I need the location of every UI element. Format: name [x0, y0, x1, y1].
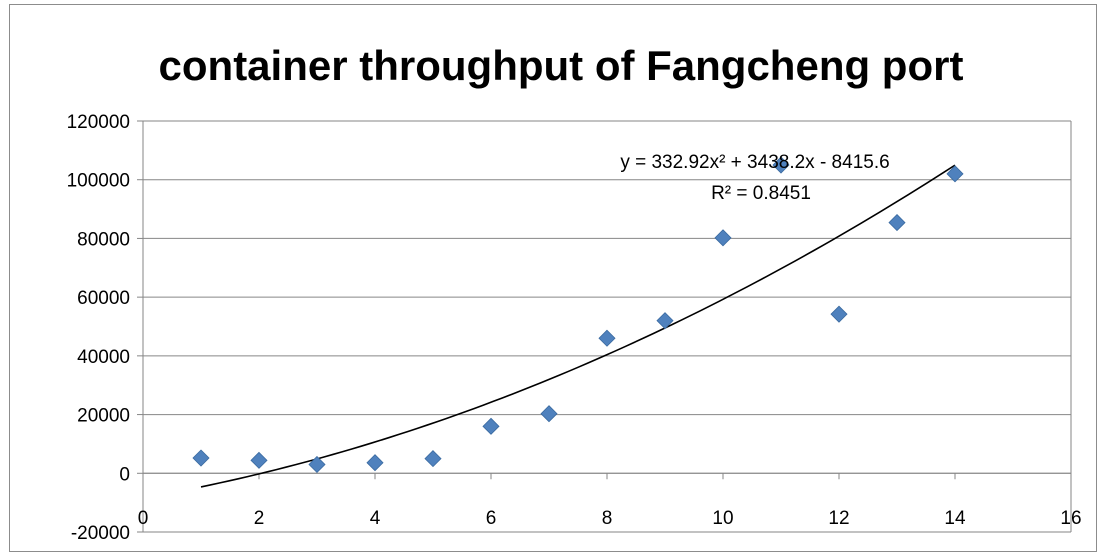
r-squared-label: R² = 0.8451 — [711, 183, 811, 204]
data-point-13 — [888, 214, 906, 232]
chart-frame — [9, 4, 1097, 552]
y-tick-label-2: 20000 — [77, 406, 130, 427]
data-point-12 — [830, 305, 848, 323]
data-point-2 — [250, 451, 268, 469]
x-tick-label-8: 16 — [1060, 508, 1081, 529]
data-point-10 — [714, 229, 732, 247]
y-tick-label-0: -20000 — [71, 523, 130, 544]
y-tick-label-7: 120000 — [67, 112, 130, 133]
x-tick-label-3: 6 — [486, 508, 497, 529]
data-point-9 — [656, 312, 674, 330]
x-tick-labels: 0 2 4 6 8 10 12 14 16 — [138, 508, 1082, 529]
data-points — [192, 156, 964, 474]
y-tick-label-1: 0 — [119, 464, 130, 485]
gridlines — [143, 120, 1071, 474]
chart-title: container throughput of Fangcheng port — [159, 42, 964, 89]
x-tick-label-1: 2 — [254, 508, 265, 529]
x-tick-label-6: 12 — [828, 508, 849, 529]
data-point-6 — [482, 417, 500, 435]
y-tick-label-3: 40000 — [77, 347, 130, 368]
x-tick-label-2: 4 — [370, 508, 381, 529]
data-point-3 — [308, 455, 326, 474]
data-point-4 — [366, 454, 384, 472]
x-tick-label-5: 10 — [712, 508, 733, 529]
x-tick-label-4: 8 — [602, 508, 613, 529]
x-tick-label-7: 14 — [944, 508, 966, 529]
data-point-5 — [424, 450, 442, 468]
x-tick-label-0: 0 — [138, 508, 149, 529]
data-point-7 — [540, 405, 558, 423]
data-point-1 — [192, 449, 210, 467]
data-point-14 — [946, 165, 964, 183]
y-tick-label-6: 100000 — [67, 171, 130, 192]
y-tick-label-4: 60000 — [77, 288, 130, 309]
trendline-equation: y = 332.92x² + 3438.2x - 8415.6 — [620, 152, 889, 173]
trendline — [200, 164, 956, 488]
data-point-11 — [772, 156, 790, 174]
data-point-8 — [598, 329, 616, 347]
axes — [137, 120, 1072, 533]
y-tick-labels: -20000 0 20000 40000 60000 80000 100000 120000 — [67, 112, 130, 544]
y-tick-label-5: 80000 — [77, 229, 130, 250]
